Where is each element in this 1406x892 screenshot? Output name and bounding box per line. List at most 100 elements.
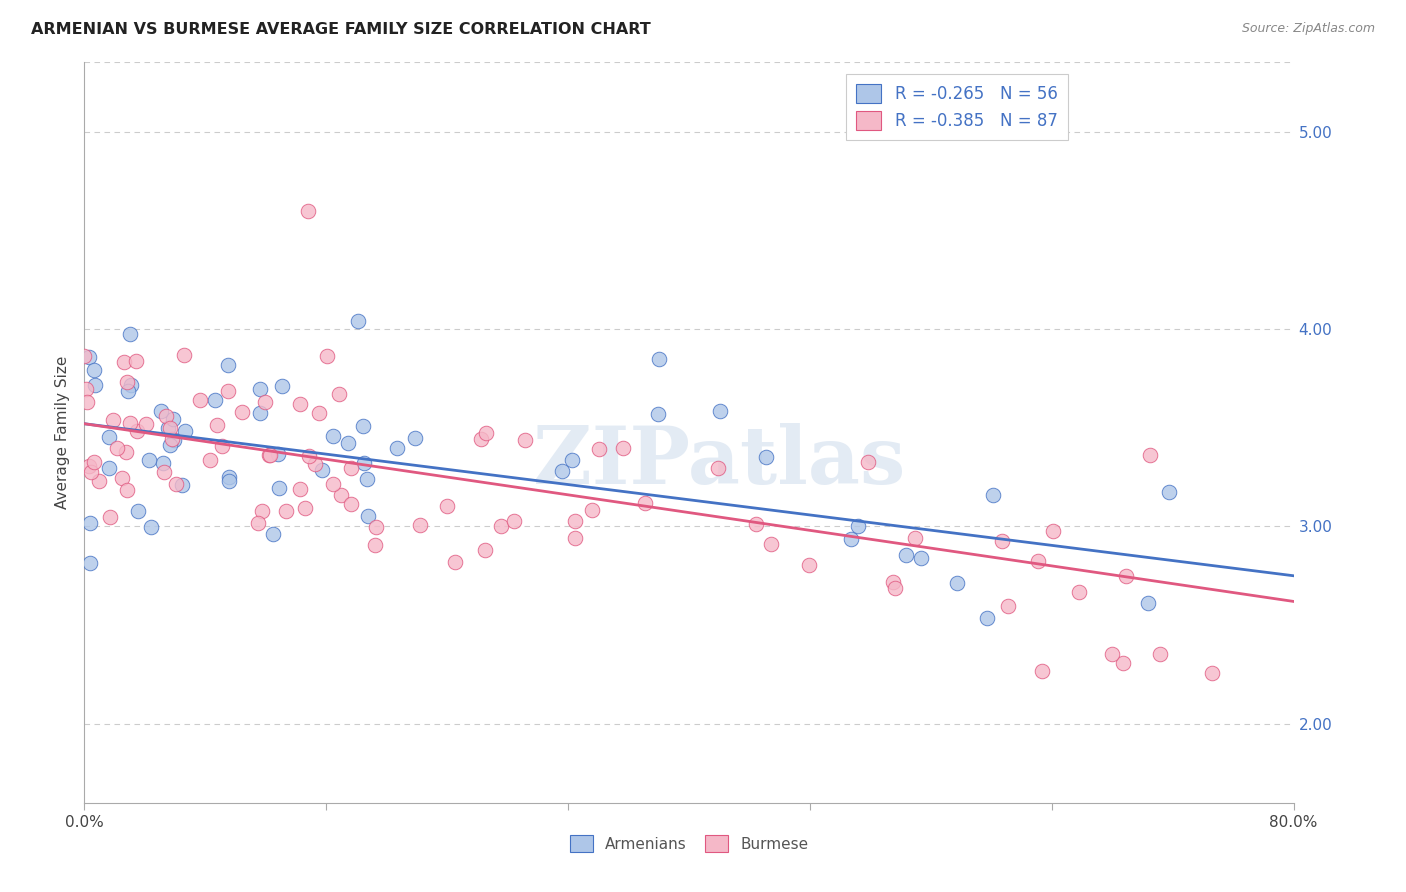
Point [173, 424, 195, 438]
Point [173, 348, 195, 362]
Point [217, 384, 239, 398]
Point [166, 476, 188, 491]
Point [76, 395, 98, 409]
Point [211, 439, 233, 453]
Point [1136, 596, 1159, 610]
Point [1139, 448, 1161, 462]
Y-axis label: Average Family Size: Average Family Size [55, 356, 70, 509]
Point [188, 392, 211, 407]
Point [276, 504, 298, 518]
Point [139, 520, 162, 534]
Point [83, 363, 105, 377]
Point [761, 537, 783, 551]
Point [337, 435, 360, 450]
Point [157, 421, 180, 435]
Point [387, 441, 409, 455]
Point [1026, 554, 1049, 568]
Point [114, 445, 136, 459]
Point [120, 377, 142, 392]
Point [150, 404, 173, 418]
Point [217, 359, 239, 373]
Point [550, 464, 572, 478]
Point [101, 413, 124, 427]
Point [231, 405, 253, 419]
Point [588, 442, 610, 457]
Point [89, 474, 111, 488]
Point [436, 500, 458, 514]
Point [322, 477, 344, 491]
Point [1201, 666, 1223, 681]
Point [249, 383, 271, 397]
Point [250, 504, 273, 518]
Point [475, 425, 498, 440]
Point [745, 517, 768, 532]
Point [105, 441, 128, 455]
Point [513, 433, 536, 447]
Point [647, 407, 669, 421]
Point [162, 412, 184, 426]
Point [98, 430, 121, 444]
Point [1069, 584, 1091, 599]
Point [357, 508, 380, 523]
Point [311, 463, 333, 477]
Point [612, 441, 634, 455]
Point [120, 417, 142, 431]
Point [270, 379, 292, 393]
Point [98, 509, 121, 524]
Point [75, 382, 97, 396]
Point [288, 482, 311, 496]
Point [159, 438, 181, 452]
Point [77, 458, 100, 473]
Point [856, 455, 879, 469]
Point [98, 460, 121, 475]
Point [339, 460, 361, 475]
Point [848, 519, 870, 533]
Point [883, 581, 905, 595]
Point [330, 488, 353, 502]
Point [79, 516, 101, 530]
Point [502, 515, 524, 529]
Text: Source: ZipAtlas.com: Source: ZipAtlas.com [1241, 22, 1375, 36]
Point [353, 456, 375, 470]
Point [79, 350, 101, 364]
Point [254, 395, 277, 409]
Point [1042, 524, 1064, 538]
Point [707, 460, 730, 475]
Point [444, 555, 467, 569]
Point [634, 495, 657, 509]
Point [155, 409, 177, 424]
Point [352, 419, 374, 434]
Point [153, 465, 176, 479]
Point [127, 504, 149, 518]
Point [1149, 647, 1171, 661]
Point [839, 533, 862, 547]
Point [262, 527, 284, 541]
Point [257, 448, 280, 462]
Point [159, 421, 181, 435]
Point [366, 520, 388, 534]
Legend: Armenians, Burmese: Armenians, Burmese [564, 830, 814, 858]
Point [162, 432, 184, 446]
Point [347, 314, 370, 328]
Point [882, 574, 904, 589]
Point [1115, 569, 1137, 583]
Point [111, 471, 134, 485]
Point [163, 434, 186, 448]
Point [1112, 656, 1135, 670]
Point [799, 558, 821, 573]
Point [648, 351, 671, 366]
Point [288, 397, 311, 411]
Point [1031, 664, 1053, 678]
Point [135, 417, 157, 432]
Point [910, 551, 932, 566]
Point [172, 478, 194, 492]
Point [976, 611, 998, 625]
Point [249, 406, 271, 420]
Point [80, 465, 103, 479]
Point [120, 327, 142, 342]
Point [981, 487, 1004, 501]
Point [709, 404, 731, 418]
Point [207, 417, 229, 432]
Point [259, 448, 281, 462]
Point [112, 354, 135, 368]
